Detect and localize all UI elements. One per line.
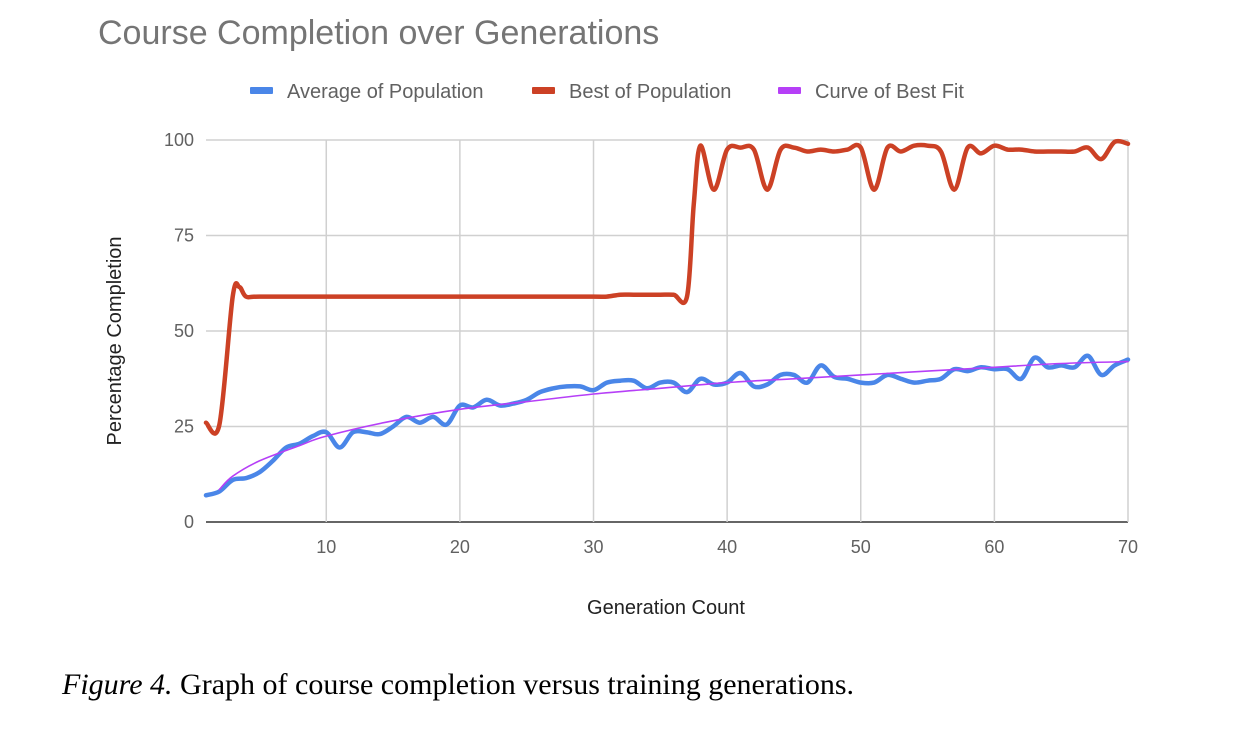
y-tick-label: 25 xyxy=(174,417,194,437)
series-line-2 xyxy=(203,138,1131,436)
figure-caption-lead: Figure 4. xyxy=(62,668,173,701)
x-tick-label: 50 xyxy=(851,537,871,557)
y-axis-label: Percentage Completion xyxy=(104,236,126,445)
series-line-3 xyxy=(218,360,1129,491)
x-tick-label: 10 xyxy=(316,537,336,557)
chart: Course Completion over Generations Avera… xyxy=(98,14,1138,619)
legend-label: Curve of Best Fit xyxy=(815,81,964,103)
legend-swatch xyxy=(532,87,555,94)
figure-caption: Figure 4. Graph of course completion ver… xyxy=(62,668,854,702)
chart-title: Course Completion over Generations xyxy=(98,14,659,52)
x-tick-label: 70 xyxy=(1118,537,1138,557)
plot-area xyxy=(203,138,1131,498)
x-tick-label: 20 xyxy=(450,537,470,557)
x-tick-label: 40 xyxy=(717,537,737,557)
legend: Average of Population Best of Population C… xyxy=(250,81,964,103)
gridlines xyxy=(206,139,1129,523)
legend-label: Best of Population xyxy=(569,81,731,103)
x-tick-label: 60 xyxy=(984,537,1004,557)
legend-swatch xyxy=(778,87,801,94)
y-tick-label: 100 xyxy=(164,130,194,150)
series-line-1 xyxy=(203,353,1131,498)
legend-swatch xyxy=(250,87,273,94)
y-tick-label: 0 xyxy=(184,512,194,532)
y-tick-label: 75 xyxy=(174,226,194,246)
figure-caption-text: Graph of course completion versus traini… xyxy=(172,668,855,701)
y-tick-label: 50 xyxy=(174,321,194,341)
x-axis-label: Generation Count xyxy=(587,597,745,619)
tick-labels: 0 25 50 75 100 10 20 30 40 50 60 70 xyxy=(164,130,1138,557)
legend-label: Average of Population xyxy=(287,81,483,103)
x-tick-label: 30 xyxy=(583,537,603,557)
